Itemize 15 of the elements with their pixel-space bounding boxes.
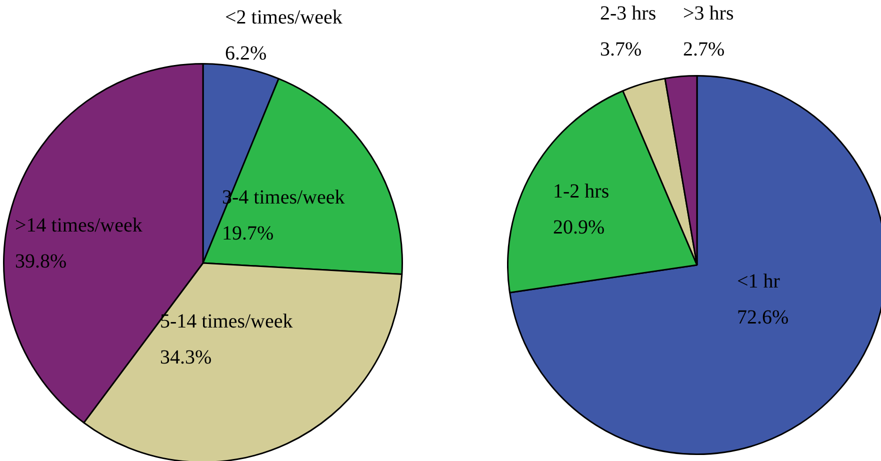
data-label: 19.7% bbox=[222, 222, 274, 244]
data-label: 20.9% bbox=[553, 216, 605, 238]
slice-label: <2 times/week bbox=[225, 6, 342, 28]
slice-label: >3 hrs bbox=[683, 2, 734, 24]
data-label: 3.7% bbox=[600, 38, 642, 60]
slice-label: <1 hr bbox=[737, 270, 780, 292]
data-label: 34.3% bbox=[160, 346, 212, 368]
slice-label: 2-3 hrs bbox=[600, 2, 656, 24]
data-label: 6.2% bbox=[225, 42, 267, 64]
data-label: 39.8% bbox=[15, 250, 67, 272]
data-label: 2.7% bbox=[683, 38, 725, 60]
slice-label: 5-14 times/week bbox=[160, 310, 293, 332]
data-label: 72.6% bbox=[737, 306, 789, 328]
slice-label: 1-2 hrs bbox=[553, 180, 610, 202]
slice-label: >14 times/week bbox=[15, 214, 142, 236]
